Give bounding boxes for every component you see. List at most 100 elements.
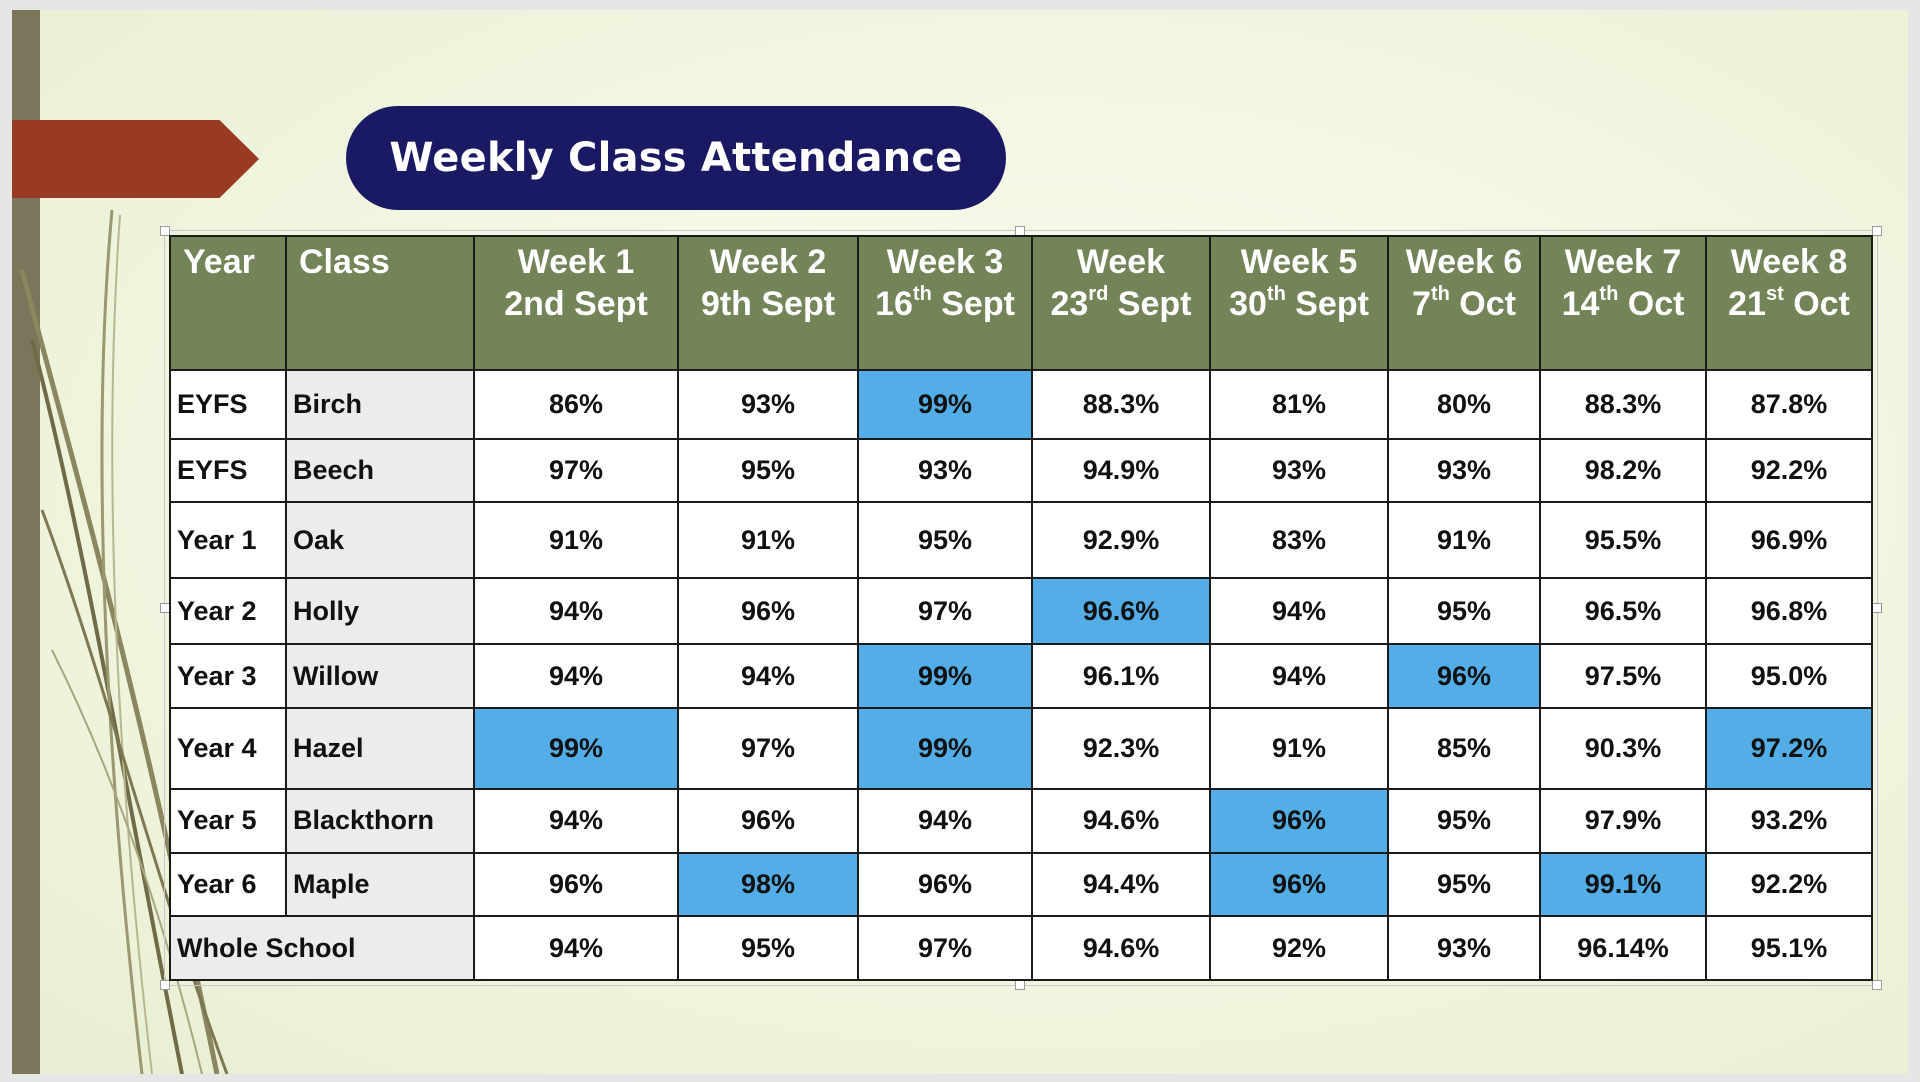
attendance-cell: 83% (1209, 501, 1389, 580)
table-row: Year 1 Oak 91% 91% 95% 92.9% 83% 91% 95.5% 96.9% (169, 501, 1873, 580)
header-week-1: Week 1 2nd Sept (473, 235, 679, 371)
attendance-cell: 94% (857, 787, 1033, 854)
attendance-table-frame[interactable]: Year Class Week 1 2nd Sept Week 2 9th Sept W… (160, 226, 1882, 990)
resize-handle[interactable] (1015, 980, 1025, 990)
attendance-cell: 94% (473, 787, 679, 854)
resize-handle[interactable] (160, 980, 170, 990)
attendance-cell: 95.1% (1705, 915, 1873, 981)
header-week-8: Week 8 21st Oct (1705, 235, 1873, 371)
attendance-cell: 93% (857, 437, 1033, 504)
attendance-cell: 94% (1209, 643, 1389, 710)
header-week-5: Week 5 30th Sept (1209, 235, 1389, 371)
attendance-cell: 85% (1387, 707, 1541, 790)
resize-handle[interactable] (1872, 980, 1882, 990)
attendance-cell: 90.3% (1539, 707, 1707, 790)
date-month: Oct (1618, 285, 1685, 323)
date-number: 2nd (504, 285, 565, 323)
attendance-table: Year Class Week 1 2nd Sept Week 2 9th Sept W… (169, 235, 1873, 981)
attendance-cell: 94% (1209, 577, 1389, 646)
class-cell: Blackthorn (285, 787, 475, 854)
header-week-date: 21st Oct (1707, 283, 1871, 325)
resize-handle[interactable] (1872, 226, 1882, 236)
header-week-date: 30th Sept (1211, 283, 1387, 325)
attendance-cell: 98% (677, 851, 859, 918)
attendance-cell: 96% (1209, 787, 1389, 854)
year-cell: Year 5 (169, 787, 287, 854)
date-number: 16 (875, 285, 913, 323)
attendance-cell: 91% (473, 501, 679, 580)
attendance-cell: 95% (677, 437, 859, 504)
attendance-cell: 96% (677, 787, 859, 854)
attendance-cell: 93% (1209, 437, 1389, 504)
class-cell: Oak (285, 501, 475, 580)
class-cell: Holly (285, 577, 475, 646)
attendance-cell: 86% (473, 369, 679, 440)
date-suffix: th (1266, 282, 1286, 305)
attendance-cell: 92.2% (1705, 437, 1873, 504)
year-cell: EYFS (169, 437, 287, 504)
attendance-cell: 92.9% (1031, 501, 1211, 580)
class-cell: Beech (285, 437, 475, 504)
table-row: Year 3 Willow 94% 94% 99% 96.1% 94% 96% 97.5% 95.… (169, 643, 1873, 710)
class-cell: Maple (285, 851, 475, 918)
date-month: Oct (1449, 285, 1516, 323)
attendance-cell: 97% (857, 577, 1033, 646)
attendance-cell: 96% (677, 577, 859, 646)
attendance-cell: 97.5% (1539, 643, 1707, 710)
attendance-cell: 99% (857, 707, 1033, 790)
date-month: Sept (1108, 285, 1192, 323)
table-row: Year 5 Blackthorn 94% 96% 94% 94.6% 96% 95% 97.9… (169, 787, 1873, 854)
attendance-cell: 93% (1387, 915, 1541, 981)
attendance-cell: 99% (857, 643, 1033, 710)
date-number: 30 (1229, 285, 1267, 323)
attendance-cell: 97% (857, 915, 1033, 981)
resize-handle[interactable] (1872, 603, 1882, 613)
attendance-cell: 94.4% (1031, 851, 1211, 918)
attendance-cell: 93% (677, 369, 859, 440)
table-row: EYFS Birch 86% 93% 99% 88.3% 81% 80% 88.3% 87.8% (169, 369, 1873, 440)
header-week-label: Week 8 (1730, 243, 1848, 281)
date-number: 14 (1561, 285, 1600, 323)
attendance-cell: 94% (473, 915, 679, 981)
table-row: EYFS Beech 97% 95% 93% 94.9% 93% 93% 98.2% 92.2% (169, 437, 1873, 504)
date-month: Sept (564, 285, 648, 323)
attendance-cell: 96.9% (1705, 501, 1873, 580)
date-number: 23 (1050, 285, 1089, 323)
attendance-cell: 92% (1209, 915, 1389, 981)
resize-handle[interactable] (160, 226, 170, 236)
header-week-2: Week 2 9th Sept (677, 235, 859, 371)
header-year: Year (169, 235, 287, 371)
table-row: Year 4 Hazel 99% 97% 99% 92.3% 91% 85% 90.3% 97.2… (169, 707, 1873, 790)
attendance-cell: 97.9% (1539, 787, 1707, 854)
header-week-label: Week (1076, 243, 1166, 281)
class-cell: Birch (285, 369, 475, 440)
date-suffix: rd (1088, 282, 1109, 305)
date-number: 9th (700, 285, 752, 323)
attendance-cell: 94% (473, 643, 679, 710)
attendance-cell: 96.5% (1539, 577, 1707, 646)
attendance-cell: 95% (1387, 577, 1541, 646)
whole-school-row: Whole School 94% 95% 97% 94.6% 92% 93% 96.14% 95… (169, 915, 1873, 981)
attendance-cell: 95% (1387, 787, 1541, 854)
header-week-date: 23rd Sept (1033, 283, 1209, 325)
attendance-cell: 92.3% (1031, 707, 1211, 790)
attendance-cell: 99.1% (1539, 851, 1707, 918)
attendance-cell: 92.2% (1705, 851, 1873, 918)
attendance-cell: 88.3% (1539, 369, 1707, 440)
attendance-cell: 97% (677, 707, 859, 790)
date-suffix: st (1765, 282, 1784, 305)
attendance-cell: 94% (473, 577, 679, 646)
attendance-cell: 93.2% (1705, 787, 1873, 854)
attendance-cell: 87.8% (1705, 369, 1873, 440)
attendance-cell: 94.6% (1031, 915, 1211, 981)
whole-school-label: Whole School (169, 915, 475, 981)
header-week-label: Week 6 (1405, 243, 1523, 281)
attendance-cell: 96.6% (1031, 577, 1211, 646)
date-month: Sept (931, 285, 1015, 323)
table-row: Year 2 Holly 94% 96% 97% 96.6% 94% 95% 96.5% 96.8… (169, 577, 1873, 646)
date-suffix: th (1430, 282, 1450, 305)
attendance-cell: 96% (857, 851, 1033, 918)
attendance-cell: 80% (1387, 369, 1541, 440)
attendance-cell: 97% (473, 437, 679, 504)
table-row: Year 6 Maple 96% 98% 96% 94.4% 96% 95% 99.1% 92.2… (169, 851, 1873, 918)
